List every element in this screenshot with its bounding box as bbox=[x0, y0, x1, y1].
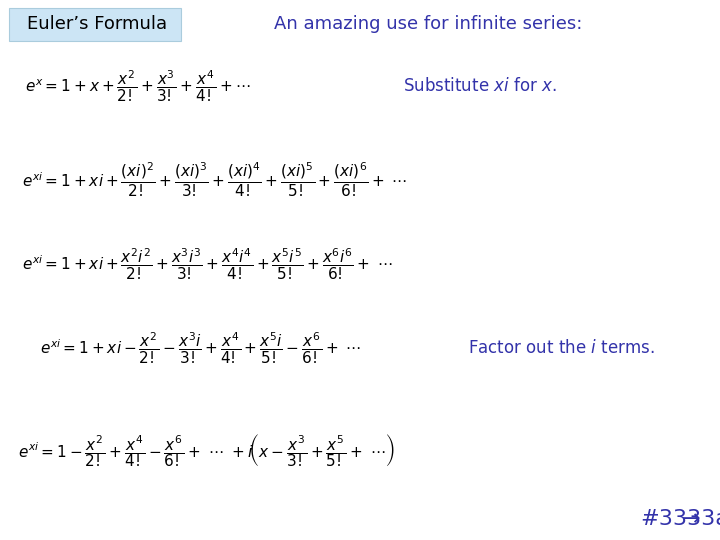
Text: $e^{x} = 1 + x + \dfrac{x^2}{2!} + \dfrac{x^3}{3!} + \dfrac{x^4}{4!} + \cdots$: $e^{x} = 1 + x + \dfrac{x^2}{2!} + \dfra… bbox=[25, 69, 251, 104]
Text: #3333aa: #3333aa bbox=[640, 509, 720, 530]
Text: $e^{xi} = 1 - \dfrac{x^2}{2!} + \dfrac{x^4}{4!} - \dfrac{x^6}{6!} + \ \cdots \ +: $e^{xi} = 1 - \dfrac{x^2}{2!} + \dfrac{x… bbox=[18, 433, 395, 469]
Text: $e^{xi} = 1 + xi + \dfrac{x^2 i^2}{2!} + \dfrac{x^3 i^3}{3!} + \dfrac{x^4 i^4}{4: $e^{xi} = 1 + xi + \dfrac{x^2 i^2}{2!} +… bbox=[22, 247, 392, 282]
Text: →: → bbox=[682, 509, 701, 530]
FancyBboxPatch shape bbox=[9, 8, 181, 40]
Text: $e^{xi} = 1 + xi + \dfrac{(xi)^2}{2!} + \dfrac{(xi)^3}{3!} + \dfrac{(xi)^4}{4!} : $e^{xi} = 1 + xi + \dfrac{(xi)^2}{2!} + … bbox=[22, 160, 407, 199]
Text: Euler’s Formula: Euler’s Formula bbox=[27, 15, 167, 33]
Text: An amazing use for infinite series:: An amazing use for infinite series: bbox=[274, 15, 582, 33]
Text: $e^{xi} = 1 + xi - \dfrac{x^2}{2!} - \dfrac{x^3 i}{3!} + \dfrac{x^4}{4!} + \dfra: $e^{xi} = 1 + xi - \dfrac{x^2}{2!} - \df… bbox=[40, 330, 361, 366]
Text: Factor out the $i$ terms.: Factor out the $i$ terms. bbox=[468, 339, 654, 357]
Text: Substitute $xi$ for $x$.: Substitute $xi$ for $x$. bbox=[403, 77, 557, 96]
